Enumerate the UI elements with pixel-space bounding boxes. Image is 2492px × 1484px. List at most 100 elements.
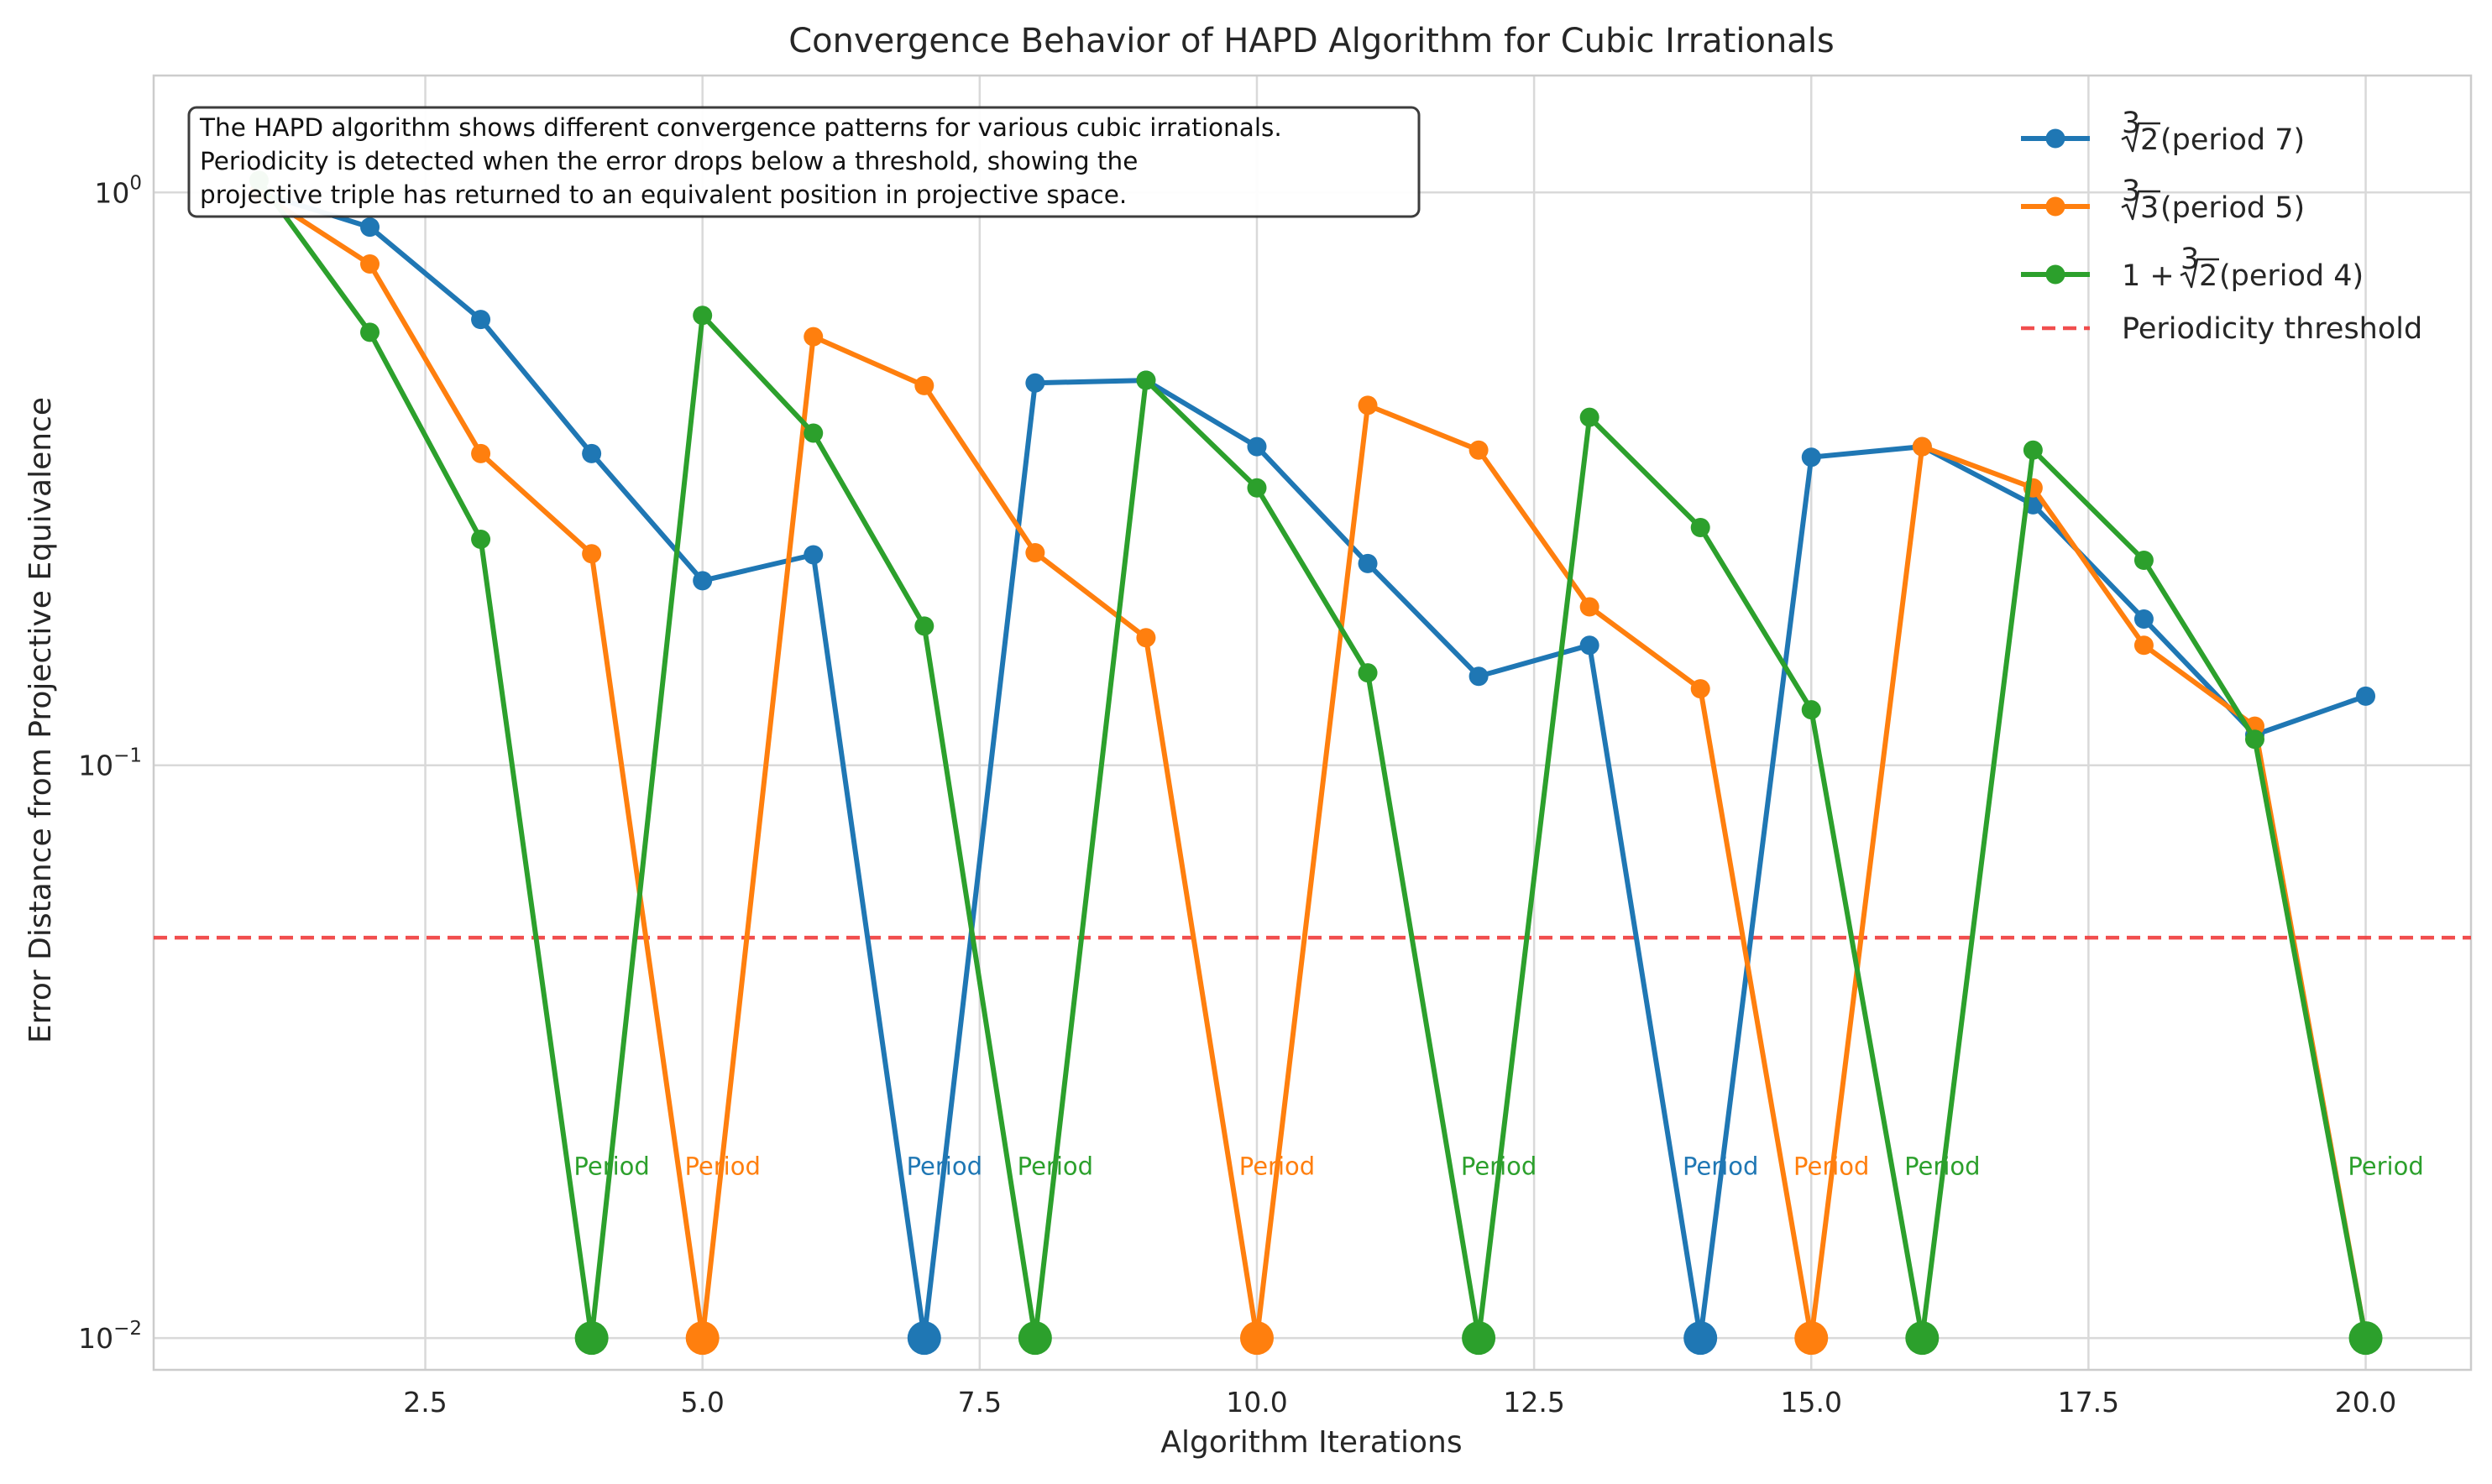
- data-point: [1912, 436, 1932, 457]
- data-point: [914, 375, 934, 395]
- legend-radicand: 2: [2199, 259, 2217, 293]
- textbox-frame: [187, 106, 1421, 218]
- data-point: [2133, 550, 2154, 570]
- series-line: [256, 190, 2369, 1341]
- data-point: [1136, 628, 1156, 648]
- period-annotation: Period: [1018, 1152, 1093, 1181]
- y-tick-label: 10−1: [78, 745, 142, 782]
- data-point: [1247, 436, 1267, 457]
- series-1: [249, 182, 2376, 1356]
- series-line: [256, 190, 2369, 1341]
- legend-radicand: 3: [2140, 191, 2159, 225]
- period-marker: [1794, 1321, 1829, 1356]
- legend-suffix: (period 4): [2219, 259, 2364, 293]
- data-point: [2133, 609, 2154, 630]
- data-point: [1579, 635, 1599, 656]
- description-textbox: The HAPD algorithm shows different conve…: [187, 106, 1421, 218]
- data-point: [1579, 597, 1599, 617]
- legend-marker: [2045, 196, 2065, 217]
- series-3: [249, 170, 2383, 1356]
- x-tick-label: 5.0: [680, 1386, 724, 1419]
- period-annotation: Period: [1239, 1152, 1315, 1181]
- data-point: [1358, 663, 1378, 683]
- data-point: [1468, 666, 1489, 687]
- period-marker: [1462, 1321, 1496, 1356]
- data-point: [360, 322, 380, 342]
- legend-prefix: 1 +: [2122, 259, 2175, 293]
- data-point: [1358, 395, 1378, 415]
- legend-item-4: Periodicity threshold: [2021, 312, 2422, 346]
- x-tick-label: 17.5: [2058, 1386, 2119, 1419]
- period-annotation: Period: [907, 1152, 982, 1181]
- chart-title: Convergence Behavior of HAPD Algorithm f…: [788, 22, 1835, 60]
- plot-frame: [152, 74, 2473, 1372]
- data-point: [582, 443, 602, 463]
- annotation-layer: Period Period Period Period Period Period Peri…: [573, 1152, 2423, 1181]
- period-marker: [574, 1321, 609, 1356]
- legend-suffix: (period 7): [2160, 123, 2305, 157]
- data-point: [1358, 553, 1378, 573]
- legend-radical-sign: [2180, 258, 2219, 289]
- x-tick-label: 10.0: [1226, 1386, 1287, 1419]
- data-point: [471, 310, 491, 330]
- data-point: [2356, 686, 2376, 706]
- x-tick-label: 7.5: [958, 1386, 1002, 1419]
- data-point: [914, 616, 934, 636]
- data-point: [1468, 440, 1489, 460]
- data-point: [471, 443, 491, 463]
- data-point: [693, 571, 713, 591]
- period-marker: [1018, 1321, 1052, 1356]
- data-point: [360, 254, 380, 274]
- legend-radical-sign: [2121, 122, 2160, 153]
- period-marker: [907, 1321, 941, 1356]
- period-marker: [1905, 1321, 1940, 1356]
- legend-marker: [2045, 264, 2065, 285]
- legend-marker: [2045, 128, 2065, 149]
- legend-radicand: 2: [2140, 123, 2159, 157]
- textbox-line-3: projective triple has returned to an equ…: [200, 180, 1127, 209]
- data-point: [1801, 700, 1821, 720]
- y-tick-label: 10−2: [78, 1318, 142, 1355]
- data-point: [471, 530, 491, 550]
- x-tick-label: 12.5: [1503, 1386, 1564, 1419]
- data-point: [2133, 635, 2154, 656]
- period-annotation: Period: [1904, 1152, 1980, 1181]
- data-point: [2244, 729, 2264, 750]
- y-axis-label: Error Distance from Projective Equivalen…: [24, 397, 58, 1043]
- legend-label: Periodicity threshold: [2122, 312, 2422, 346]
- period-annotation: Period: [1683, 1152, 1758, 1181]
- data-point: [582, 544, 602, 564]
- data-point: [804, 545, 824, 565]
- period-annotation: Period: [1461, 1152, 1537, 1181]
- period-marker: [685, 1321, 720, 1356]
- data-point: [1579, 407, 1599, 427]
- legend-radical-sign: [2121, 190, 2160, 221]
- data-point: [1247, 478, 1267, 498]
- data-point: [360, 217, 380, 238]
- data-point: [1025, 542, 1045, 562]
- x-tick-label: 15.0: [1781, 1386, 1842, 1419]
- data-point: [1801, 447, 1821, 468]
- ticks-layer: 2.5 5.0 7.5 10.0 12.5 15.0 17.5 20.0 100 10−1 10−2: [78, 172, 2396, 1419]
- data-point: [1025, 373, 1045, 393]
- period-annotation: Period: [573, 1152, 649, 1181]
- series-layer: [249, 170, 2383, 1356]
- period-annotation: Period: [2348, 1152, 2423, 1181]
- textbox-line-2: Periodicity is detected when the error d…: [200, 147, 1138, 175]
- period-marker: [2348, 1321, 2383, 1356]
- period-annotation: Period: [684, 1152, 760, 1181]
- data-point: [1136, 370, 1156, 390]
- data-point: [804, 423, 824, 443]
- data-point: [693, 306, 713, 326]
- data-point: [804, 327, 824, 347]
- x-tick-label: 2.5: [403, 1386, 447, 1419]
- y-tick-label: 100: [94, 172, 142, 209]
- data-point: [1690, 679, 1710, 699]
- data-point: [1690, 518, 1710, 538]
- period-annotation: Period: [1793, 1152, 1869, 1181]
- legend-suffix: (period 5): [2160, 191, 2305, 225]
